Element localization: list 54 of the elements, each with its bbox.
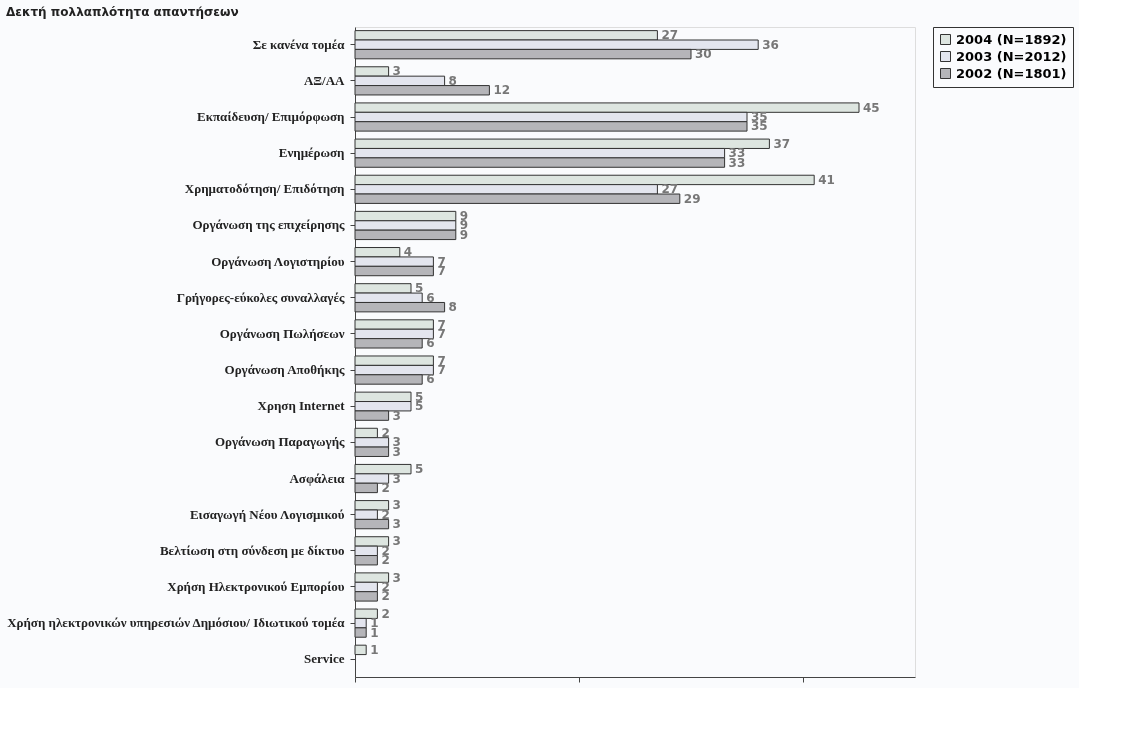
data-label: 7 xyxy=(437,264,446,279)
y-tick-label: Οργάνωση της επιχείρησης xyxy=(192,217,346,233)
data-label: 2 xyxy=(381,480,390,495)
data-label: 5 xyxy=(415,281,424,296)
y-tick-label: Εκπαίδευση/ Επιμόρφωση xyxy=(197,109,345,125)
data-label: 45 xyxy=(863,100,880,115)
data-label: 3 xyxy=(392,471,401,486)
data-label: 41 xyxy=(818,172,835,187)
data-label: 1 xyxy=(370,642,379,657)
data-label: 29 xyxy=(683,191,701,206)
y-tick-label: Εισαγωγή Νέου Λογισμικού xyxy=(189,506,345,522)
y-tick-label: Service xyxy=(304,651,345,667)
data-label: 27 xyxy=(661,28,679,43)
data-label: 2 xyxy=(381,507,390,522)
y-tick-label: Οργάνωση Λογιστηρίου xyxy=(211,253,345,269)
data-label: 8 xyxy=(448,73,457,88)
data-label: 3 xyxy=(392,534,401,549)
y-tick-label: Οργάνωση Πωλήσεων xyxy=(219,325,345,341)
data-label: 3 xyxy=(392,408,401,423)
data-label: 3 xyxy=(392,570,401,585)
y-tick-label: Οργάνωση Αποθήκης xyxy=(224,362,346,378)
y-tick-label: Χρήση Ηλεκτρονικού Εμπορίου xyxy=(167,578,345,594)
y-tick-label: Ασφάλεια xyxy=(289,470,346,486)
data-label: 5 xyxy=(415,462,424,477)
data-label: 2 xyxy=(381,425,390,440)
y-tick-label: Βελτίωση στη σύνδεση με δίκτυο xyxy=(159,542,345,558)
data-label: 4 xyxy=(403,245,413,260)
y-tick-label: Σε κανένα τομέα xyxy=(252,36,346,52)
data-label: 6 xyxy=(426,336,435,351)
data-label: 30 xyxy=(695,47,712,62)
y-tick-label: Οργάνωση Παραγωγής xyxy=(214,434,346,450)
data-label: 37 xyxy=(773,136,791,151)
data-label: 12 xyxy=(493,83,511,98)
legend-label: 2003 (N=2012) xyxy=(956,48,1067,64)
y-tick-label: ΑΞ/ΑΑ xyxy=(303,72,346,88)
data-label: 3 xyxy=(392,517,401,532)
data-label: 2 xyxy=(381,606,390,621)
data-label: 7 xyxy=(437,363,446,378)
legend-label: 2002 (N=1801) xyxy=(956,65,1067,81)
text: Δεκτή πολλαπλότητα απαντήσεων xyxy=(5,4,239,19)
data-label: 36 xyxy=(762,37,779,52)
y-tick-label: Χρηση Internet xyxy=(257,398,346,414)
data-label: 3 xyxy=(392,498,401,513)
data-label: 3 xyxy=(392,64,401,79)
data-label: 6 xyxy=(426,290,435,305)
data-label: 27 xyxy=(661,182,679,197)
y-tick-label: Χρηματοδότηση/ Επιδότηση xyxy=(184,181,345,197)
y-tick-label: Ενημέρωση xyxy=(278,145,345,161)
y-tick-label: Χρήση ηλεκτρονικών υπηρεσιών Δημόσιου/ Ιδιωτικού τομέα xyxy=(7,615,346,631)
legend-label: 2004 (N=1892) xyxy=(956,31,1067,47)
bar xyxy=(354,644,367,656)
y-tick-label: Γρήγορες-εύκολες συναλλαγές xyxy=(176,289,345,305)
data-label: 8 xyxy=(448,300,457,315)
data-label: 6 xyxy=(426,372,435,387)
